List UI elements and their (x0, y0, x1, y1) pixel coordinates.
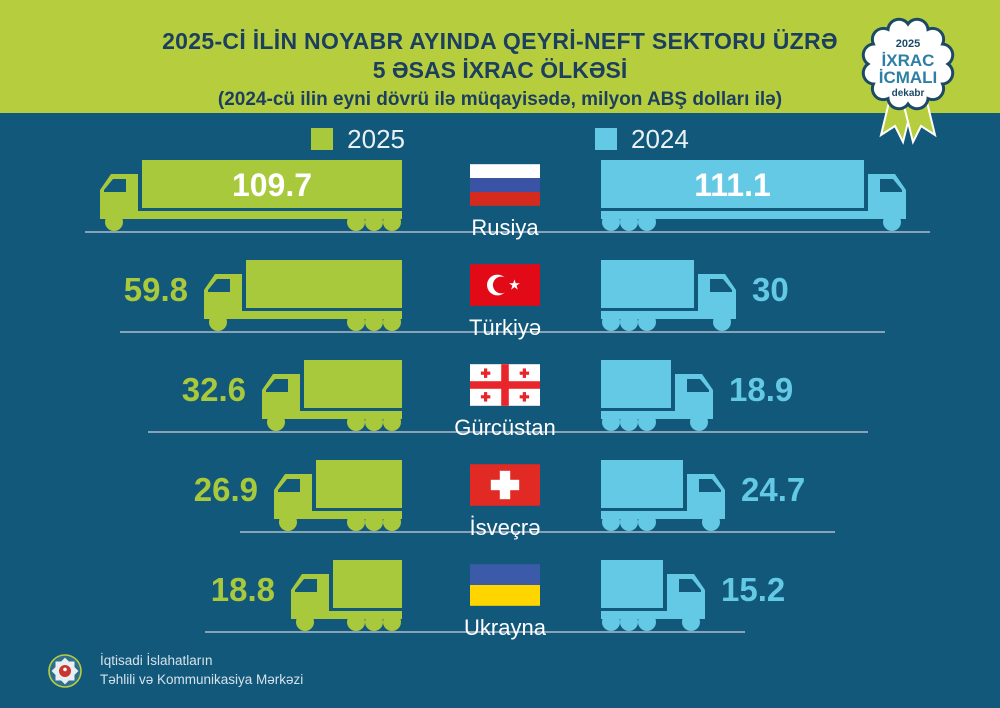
switzerland-flag-icon (470, 464, 540, 511)
legend-label-2024: 2024 (631, 123, 689, 154)
zone-2024: 111.1 (593, 158, 1000, 234)
road-line (85, 231, 930, 233)
truck-2025-icon (285, 558, 410, 634)
value-2024: 24.7 (741, 471, 806, 508)
svg-text:109.7: 109.7 (232, 167, 312, 203)
country-label: Rusiya (471, 215, 539, 240)
value-2024: 30 (752, 271, 789, 308)
truck-2025-icon (268, 458, 410, 534)
country-row-georgia: 32.6 Gürcüstan 18.9 (0, 356, 1000, 456)
org-name: İqtisadi İslahatların Təhlili və Kommuni… (100, 652, 303, 690)
zone-2025: 59.8 (0, 258, 410, 334)
truck-2025-icon: 109.7 (94, 158, 410, 234)
country-row-ukraine: 18.8 Ukrayna 15.2 (0, 556, 1000, 656)
legend-item-2025: 2025 (311, 124, 405, 155)
chart-rows: 109.7 Rusiya 111.1 59.8 Türkiyə (0, 156, 1000, 656)
value-2024: 15.2 (721, 571, 786, 608)
road-line (148, 431, 868, 433)
svg-text:111.1: 111.1 (694, 167, 771, 203)
country-zone: Rusiya (425, 164, 585, 241)
truck-2024-icon (593, 458, 731, 534)
badge-year: 2025 (896, 38, 920, 50)
road-line (120, 331, 885, 333)
zone-2025: 26.9 (0, 458, 410, 534)
russia-flag-icon (470, 164, 540, 211)
zone-2025: 18.8 (0, 558, 410, 634)
zone-2024: 24.7 (593, 458, 1000, 534)
zone-2024: 15.2 (593, 558, 1000, 634)
legend-label-2025: 2025 (347, 123, 405, 154)
country-label: Türkiyə (468, 315, 542, 340)
report-seal-badge: 2025 İXRAC İCMALI dekabr (861, 17, 955, 145)
road-line (240, 531, 835, 533)
zone-2025: 109.7 (0, 158, 410, 234)
country-row-switzerland: 26.9 İsveçrə 24.7 (0, 456, 1000, 556)
subtitle: (2024-cü ilin eyni dövrü ilə müqayisədə,… (217, 89, 783, 110)
zone-2024: 30 (593, 258, 1000, 334)
truck-2024-icon (593, 358, 719, 434)
road-line (205, 631, 745, 633)
country-row-turkiye: 59.8 Türkiyə 30 (0, 256, 1000, 356)
country-label: İsveçrə (469, 515, 541, 540)
zone-2025: 32.6 (0, 358, 410, 434)
value-2025: 59.8 (123, 271, 188, 308)
footer: İqtisadi İslahatların Təhlili və Kommuni… (42, 648, 303, 694)
legend-item-2024: 2024 (595, 124, 689, 155)
truck-2024-icon (593, 558, 711, 634)
truck-2025-icon (198, 258, 410, 334)
header: 2025-Cİ İLİN NOYABR AYINDA QEYRİ-NEFT SE… (0, 0, 1000, 113)
truck-2024-icon: 111.1 (593, 158, 912, 234)
org-name-line-2: Təhlili və Kommunikasiya Mərkəzi (100, 672, 304, 687)
country-row-russia: 109.7 Rusiya 111.1 (0, 156, 1000, 256)
turkiye-flag-icon (470, 264, 540, 311)
org-name-line-1: İqtisadi İslahatların (100, 653, 213, 669)
legend-swatch-2025 (311, 128, 334, 150)
country-zone: Gürcüstan (425, 364, 585, 441)
value-2025: 32.6 (181, 371, 246, 408)
legend-swatch-2024 (595, 128, 617, 150)
truck-2025-icon (256, 358, 410, 434)
country-zone: Ukrayna (425, 564, 585, 641)
legend: 2025 2024 (0, 124, 1000, 154)
value-2024: 18.9 (729, 371, 794, 408)
zone-2024: 18.9 (593, 358, 1000, 434)
title-line-2: 5 ƏSAS İXRAC ÖLKƏSİ (372, 57, 628, 83)
truck-2024-icon (593, 258, 742, 334)
country-label: Gürcüstan (454, 415, 556, 440)
badge-month: dekabr (892, 88, 925, 99)
country-zone: Türkiyə (425, 264, 585, 341)
badge-title-2: İCMALI (879, 68, 938, 87)
country-zone: İsveçrə (425, 464, 585, 541)
org-emblem-icon (48, 654, 82, 688)
value-2025: 26.9 (193, 471, 258, 508)
badge-title-1: İXRAC (882, 51, 935, 70)
country-label: Ukrayna (464, 615, 546, 640)
georgia-flag-icon (470, 364, 540, 411)
ukraine-flag-icon (470, 564, 540, 611)
value-2025: 18.8 (210, 571, 275, 608)
title-line-1: 2025-Cİ İLİN NOYABR AYINDA QEYRİ-NEFT SE… (162, 28, 838, 54)
seal-shape (861, 17, 955, 111)
